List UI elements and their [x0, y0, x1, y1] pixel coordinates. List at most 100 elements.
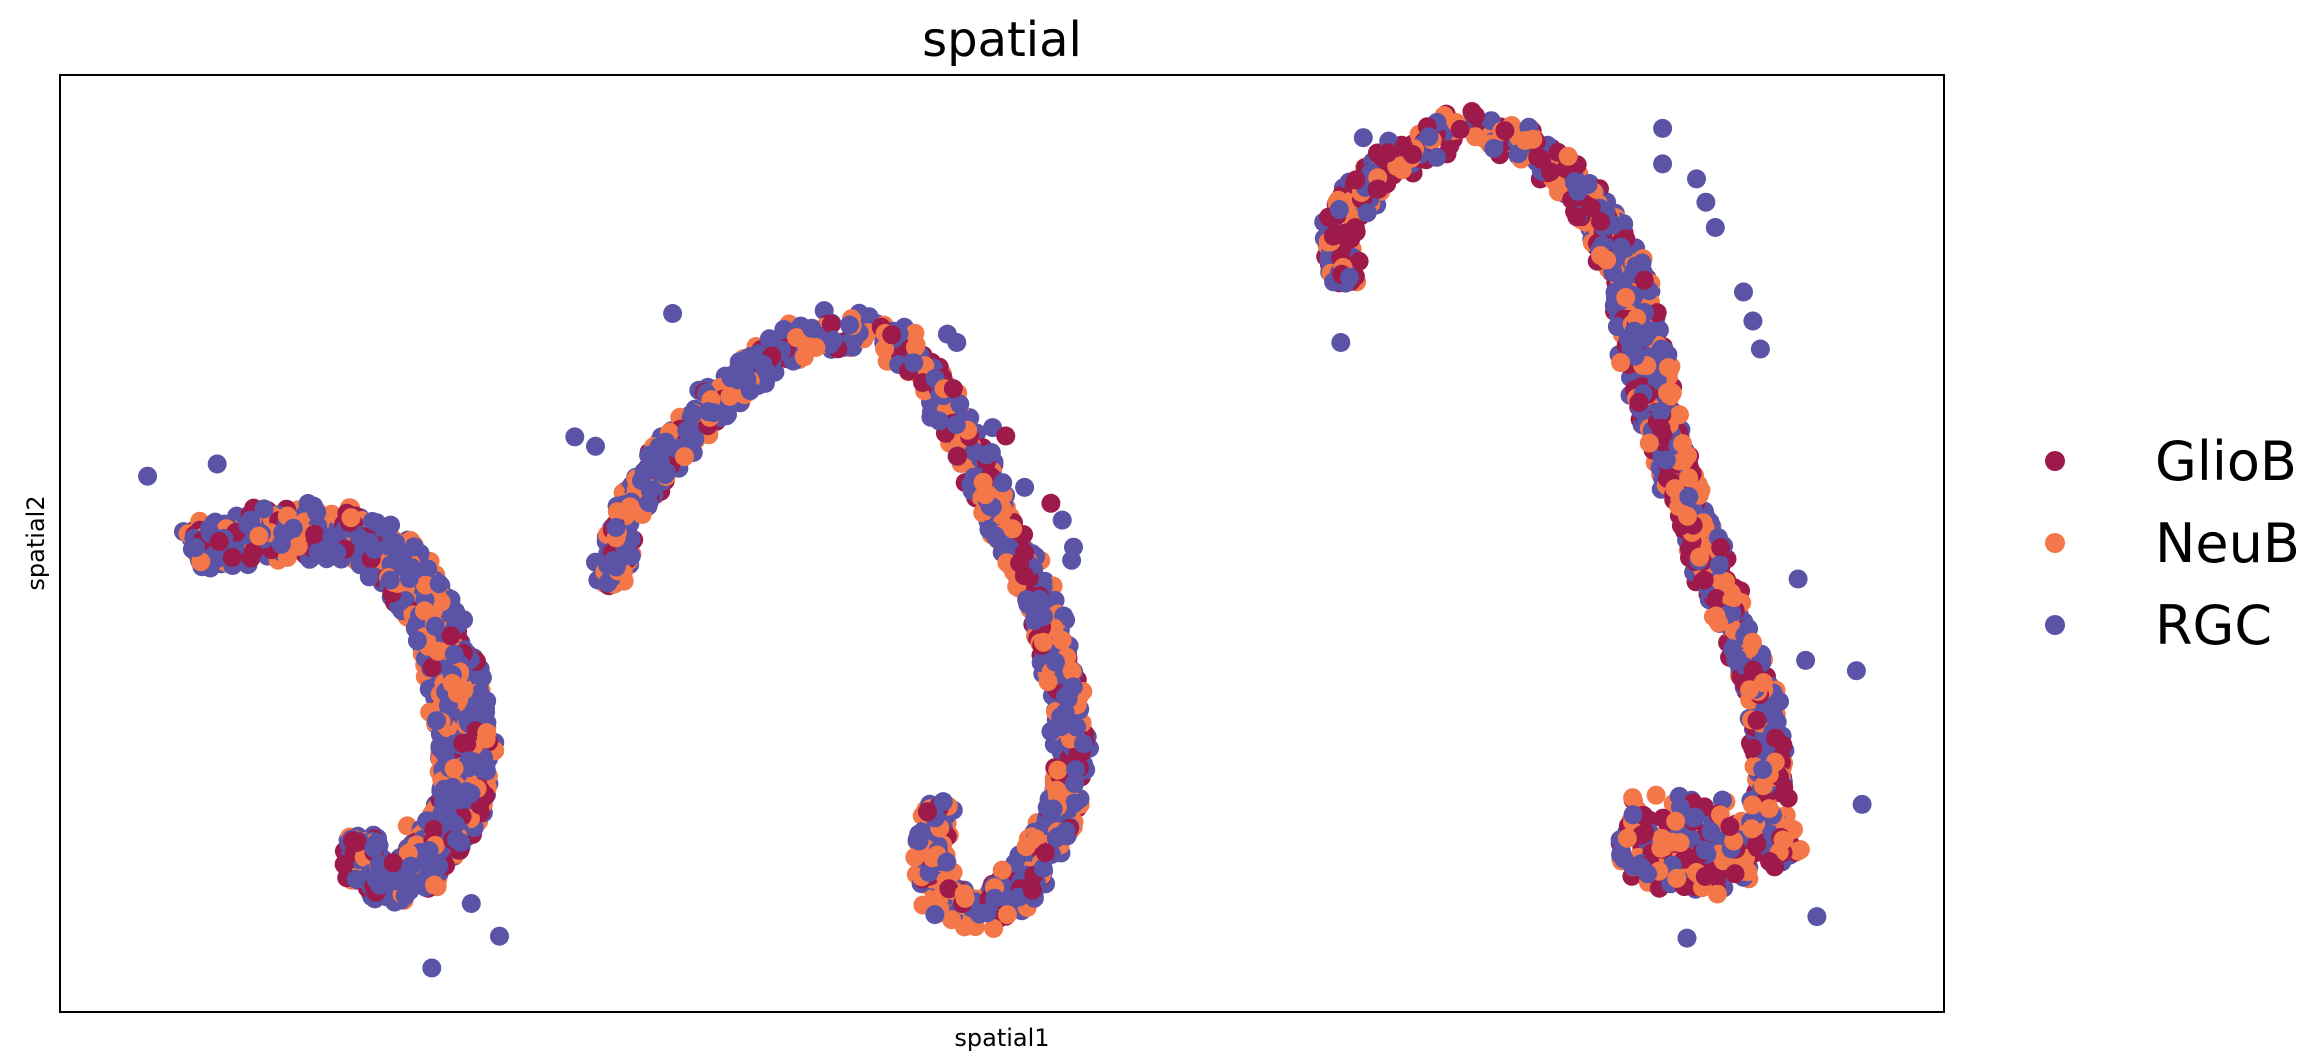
data-point-rgc: [929, 411, 949, 431]
data-point-neub: [905, 847, 925, 867]
data-point-rgc: [1064, 793, 1084, 813]
data-point-rgc: [1045, 652, 1065, 672]
data-point-rgc: [446, 830, 466, 850]
data-point-rgc: [909, 831, 929, 851]
data-point-neub: [997, 905, 1017, 925]
data-point-rgc: [444, 644, 464, 664]
data-point-neub: [1743, 795, 1762, 815]
data-points: [138, 102, 1872, 978]
data-point-rgc: [757, 362, 777, 382]
data-point-rgc: [395, 886, 415, 906]
data-point-neub: [875, 339, 895, 359]
data-point-neub: [1662, 383, 1682, 403]
data-point-rgc: [1568, 181, 1588, 201]
chart-title: spatial: [922, 12, 1082, 68]
data-point-gliob: [422, 657, 442, 677]
data-point-gliob: [1725, 864, 1745, 884]
data-point-rgc: [401, 856, 421, 876]
data-point-neub: [1724, 588, 1743, 608]
data-point-rgc: [1677, 928, 1697, 948]
data-point-neub: [1038, 672, 1058, 692]
data-point-neub: [1707, 884, 1727, 904]
data-point-rgc: [759, 329, 779, 349]
data-point-gliob: [943, 379, 963, 399]
data-point-gliob: [1695, 867, 1715, 886]
data-point-rgc: [740, 381, 760, 401]
data-point-rgc: [946, 415, 966, 435]
data-point-rgc: [729, 352, 749, 372]
data-point-rgc: [1611, 237, 1631, 257]
data-point-rgc: [1788, 569, 1808, 589]
data-point-rgc: [1709, 555, 1729, 575]
data-point-neub: [288, 536, 308, 556]
data-point-rgc: [207, 549, 227, 568]
data-point-neub: [675, 447, 694, 467]
data-point-rgc: [1056, 821, 1076, 841]
data-point-rgc: [1331, 333, 1351, 352]
data-point-rgc: [434, 804, 454, 823]
data-point-rgc: [1055, 703, 1075, 723]
data-point-rgc: [359, 567, 379, 587]
data-point-gliob: [1634, 823, 1654, 843]
data-point-neub: [942, 910, 962, 930]
data-point-gliob: [918, 802, 937, 822]
data-point-gliob: [1450, 119, 1470, 139]
data-point-neub: [1743, 632, 1762, 652]
data-point-rgc: [1340, 267, 1359, 287]
data-point-rgc: [565, 427, 585, 447]
data-point-rgc: [461, 894, 481, 913]
data-point-rgc: [404, 537, 424, 557]
data-point-neub: [249, 526, 269, 546]
data-point-rgc: [1066, 760, 1086, 780]
data-point-rgc: [490, 926, 509, 946]
data-point-rgc: [1651, 402, 1671, 421]
data-point-rgc: [1687, 169, 1706, 189]
data-point-rgc: [1653, 118, 1673, 138]
data-point-rgc: [1043, 799, 1063, 819]
data-point-rgc: [1695, 840, 1715, 860]
data-point-neub: [1048, 760, 1068, 780]
data-point-rgc: [419, 841, 439, 861]
data-point-rgc: [186, 538, 206, 557]
data-point-rgc: [1329, 200, 1349, 219]
data-point-gliob: [441, 626, 461, 646]
data-point-rgc: [937, 324, 957, 344]
data-point-rgc: [1611, 845, 1631, 865]
data-point-neub: [1662, 832, 1682, 852]
data-point-gliob: [1323, 226, 1343, 246]
data-point-gliob: [343, 831, 363, 851]
data-point-gliob: [821, 314, 841, 334]
data-point-neub: [905, 323, 925, 343]
data-point-rgc: [1685, 807, 1705, 827]
data-point-rgc: [844, 330, 864, 349]
data-point-rgc: [1419, 127, 1439, 147]
data-point-rgc: [443, 777, 462, 797]
data-point-rgc: [656, 432, 676, 452]
data-point-gliob: [1591, 212, 1610, 232]
data-point-rgc: [1052, 510, 1072, 530]
data-point-gliob: [334, 854, 354, 874]
data-point-rgc: [1353, 128, 1373, 148]
data-point-gliob: [305, 524, 325, 544]
data-point-gliob: [1010, 553, 1030, 573]
data-point-rgc: [1705, 218, 1725, 237]
data-point-rgc: [1679, 487, 1699, 507]
data-point-gliob: [1747, 710, 1767, 730]
data-point-rgc: [1846, 661, 1866, 681]
data-point-rgc: [919, 863, 939, 882]
data-point-rgc: [950, 394, 970, 414]
data-point-rgc: [981, 443, 1001, 462]
data-point-gliob: [1743, 738, 1763, 758]
data-point-neub: [428, 641, 448, 661]
data-point-rgc: [606, 518, 626, 537]
data-point-gliob: [222, 548, 242, 567]
data-point-gliob: [1766, 728, 1786, 748]
data-point-rgc: [327, 543, 347, 563]
data-point-rgc: [1753, 760, 1773, 779]
data-point-neub: [341, 508, 361, 528]
data-point-rgc: [985, 526, 1005, 546]
data-point-rgc: [1623, 805, 1643, 825]
data-point-gliob: [948, 446, 968, 466]
data-point-rgc: [407, 631, 427, 651]
data-point-neub: [1711, 572, 1731, 592]
